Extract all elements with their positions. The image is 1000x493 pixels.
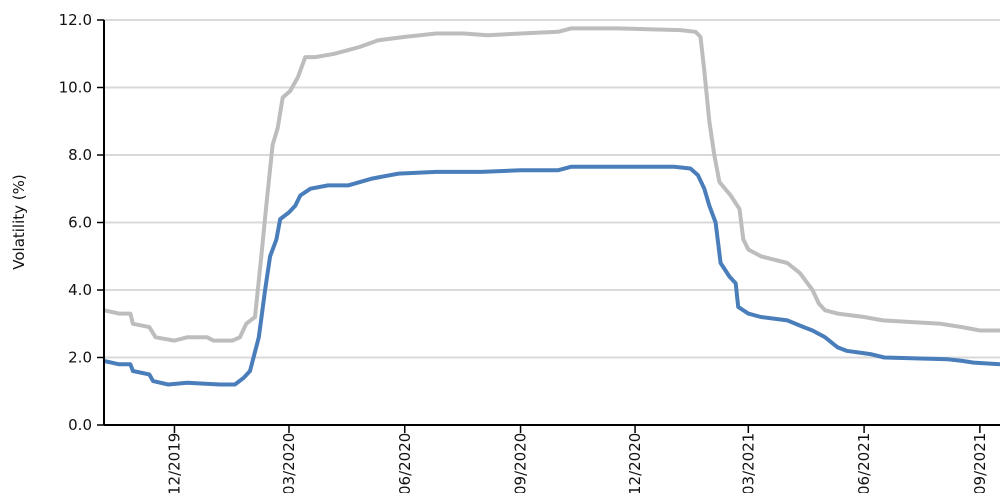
gridlines	[104, 19, 1000, 359]
y-tick-label: 6.0	[68, 214, 92, 232]
x-tick-label: 12/2019	[165, 433, 183, 493]
y-tick-label: 2.0	[68, 349, 92, 367]
x-tick-label: 12/2020	[626, 433, 644, 493]
y-tick-label: 10.0	[59, 79, 92, 97]
x-tick-label: 09/2020	[512, 433, 530, 493]
x-tick-label: 09/2021	[971, 433, 989, 493]
y-tick-label: 12.0	[59, 11, 92, 29]
x-tick-label: 03/2020	[280, 433, 298, 493]
y-tick-label: 0.0	[68, 416, 92, 434]
x-tick-label: 06/2021	[855, 433, 873, 493]
gray-series-line	[103, 26, 1000, 343]
axes	[97, 19, 1000, 433]
x-tick-label: 06/2020	[396, 433, 414, 493]
y-axis-label: Volatility (%)	[10, 174, 28, 270]
x-tick-label: 03/2021	[739, 433, 757, 493]
y-tick-label: 8.0	[68, 146, 92, 164]
tick-labels: 0.0 2.0 4.0 6.0 8.0 10.0 12.0 12/2019 03/2020 06/…	[59, 11, 989, 493]
blue-series-line	[103, 164, 1000, 387]
series-lines	[103, 26, 1000, 387]
y-tick-label: 4.0	[68, 281, 92, 299]
